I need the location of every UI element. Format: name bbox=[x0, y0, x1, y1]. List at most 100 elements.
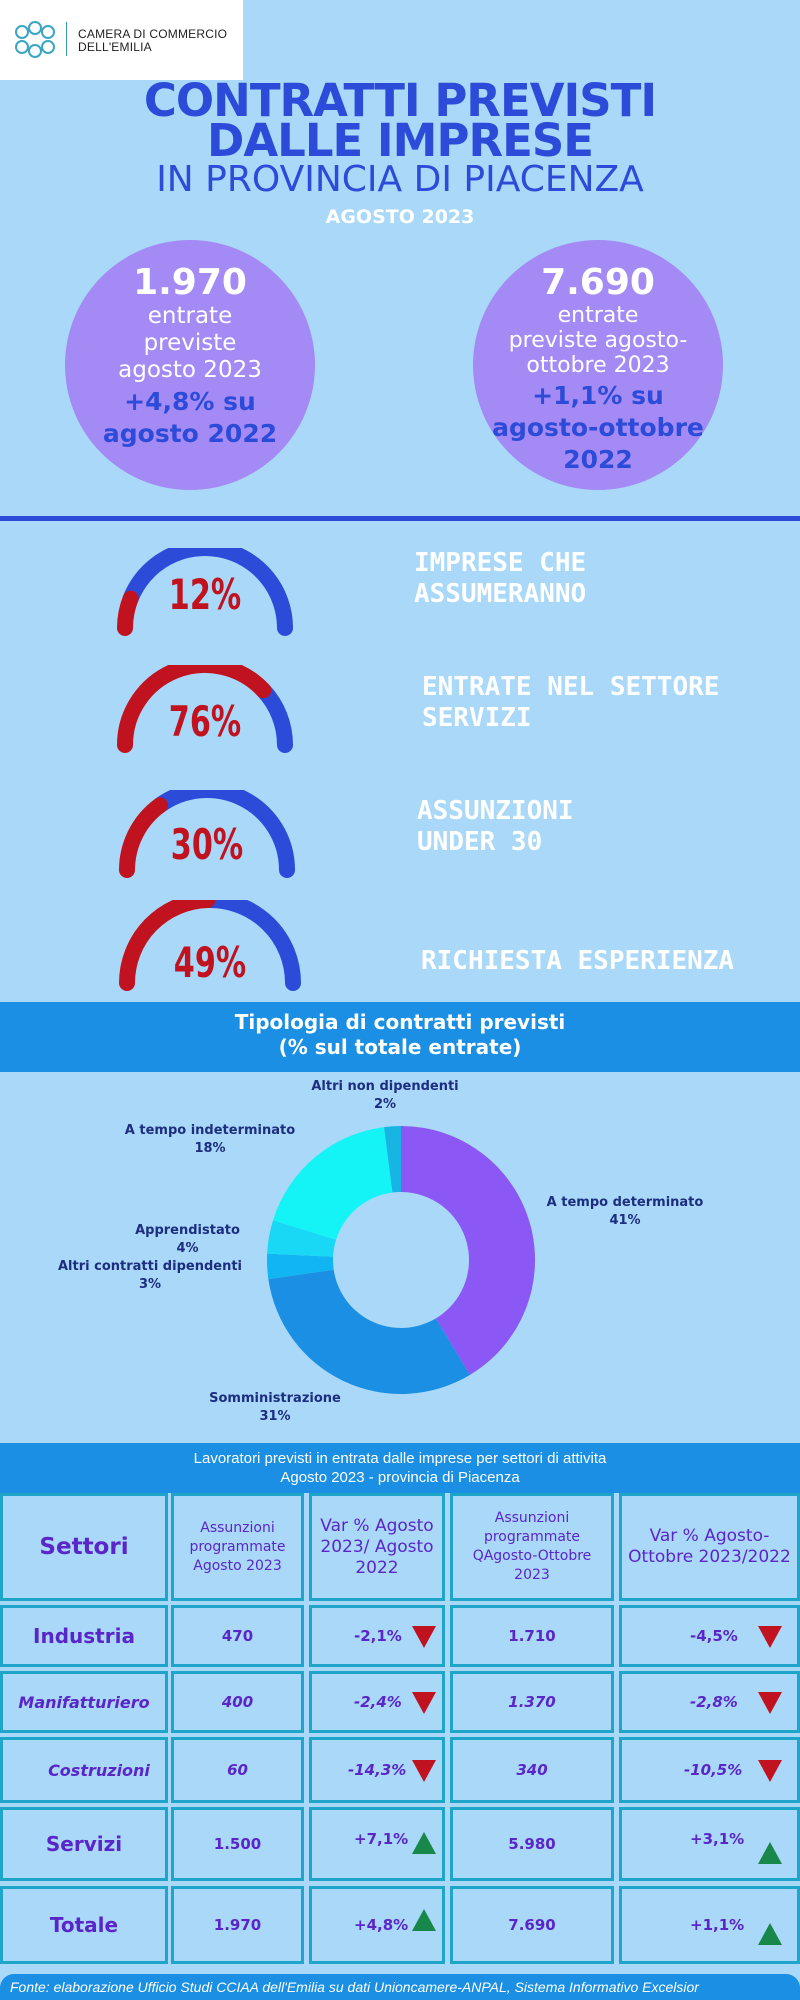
gauge-label-line: ENTRATE NEL SETTORE bbox=[422, 672, 720, 702]
slice-label: Apprendistato 4% bbox=[125, 1222, 250, 1258]
slice-label-value: 18% bbox=[194, 1141, 226, 1156]
arrow-down-icon bbox=[758, 1626, 782, 1648]
donut-slice bbox=[401, 1126, 535, 1375]
chamber-logo-icon bbox=[15, 21, 55, 58]
gauge-settore-servizi: 76% bbox=[115, 665, 295, 755]
logo-separator bbox=[66, 22, 67, 56]
arrow-down-icon bbox=[758, 1760, 782, 1782]
gauge-label: ENTRATE NEL SETTORE SERVIZI bbox=[422, 672, 719, 734]
donut-svg bbox=[267, 1126, 535, 1394]
donut-slice bbox=[273, 1127, 393, 1240]
slice-label: Altri contratti dipendenti 3% bbox=[55, 1258, 245, 1294]
contracts-title: Tipologia di contratti previsti bbox=[234, 1010, 566, 1034]
gauge-under-30: 30% bbox=[117, 790, 297, 880]
contracts-subtitle: (% sul totale entrate) bbox=[278, 1035, 522, 1059]
gauge-label: IMPRESE CHE ASSUMERANNO bbox=[414, 548, 586, 610]
gauge-label: ASSUNZIONI UNDER 30 bbox=[417, 796, 574, 858]
slice-label-name: A tempo indeterminato bbox=[124, 1123, 296, 1138]
var-value: -14,3% bbox=[348, 1761, 407, 1779]
table-cell: 1.370 bbox=[450, 1671, 614, 1733]
row-label: Totale bbox=[0, 1886, 168, 1964]
gauge-rest-arc bbox=[122, 548, 293, 636]
table-cell: 1.710 bbox=[450, 1605, 614, 1667]
var-value: +1,1% bbox=[690, 1916, 745, 1934]
header-cell: Var % Agosto-Ottobre 2023/2022 bbox=[619, 1493, 800, 1601]
gauge-label-line: IMPRESE CHE bbox=[414, 548, 587, 578]
row-label: Industria bbox=[0, 1605, 168, 1667]
arrow-down-icon bbox=[412, 1692, 436, 1714]
table-cell-var: +4,8% bbox=[309, 1886, 445, 1964]
circle-label: entrate bbox=[557, 303, 639, 328]
gauge-percent: 49% bbox=[173, 938, 247, 987]
table-cell: 1.500 bbox=[171, 1807, 304, 1881]
gauge-rest-arc bbox=[151, 790, 295, 878]
gauge-filled-arc bbox=[117, 590, 139, 636]
circle-label: previste agosto- bbox=[508, 328, 688, 353]
circle-entrate-agosto: 1.970 entrate previste agosto 2023 +4,8%… bbox=[65, 240, 315, 490]
main-title-line-1: CONTRATTI PREVISTI bbox=[143, 74, 657, 127]
row-label: Costruzioni bbox=[0, 1737, 168, 1803]
slice-label: A tempo determinato 41% bbox=[540, 1194, 710, 1230]
gauge-imprese-assumeranno: 12% bbox=[115, 548, 295, 638]
gauge-label: RICHIESTA ESPERIENZA bbox=[421, 946, 734, 977]
main-title-province: IN PROVINCIA DI PIACENZA bbox=[156, 159, 644, 200]
table-cell-var: -10,5% bbox=[619, 1737, 800, 1803]
var-value: -2,1% bbox=[354, 1627, 402, 1645]
circle-variation: +4,8% su bbox=[124, 387, 256, 416]
table-cell: 5.980 bbox=[450, 1807, 614, 1881]
header-cell: Assunzioni programmate QAgosto-Ottobre 2… bbox=[450, 1493, 614, 1601]
table-cell-var: -4,5% bbox=[619, 1605, 800, 1667]
section-divider bbox=[0, 516, 800, 521]
slice-label-name: Apprendistato bbox=[135, 1223, 240, 1238]
gauge-percent: 76% bbox=[168, 697, 242, 746]
arrow-up-icon bbox=[412, 1909, 436, 1931]
table-cell: 7.690 bbox=[450, 1886, 614, 1964]
logo-text: CAMERA DI COMMERCIO DELL'EMILIA bbox=[78, 28, 227, 54]
donut-slice bbox=[267, 1253, 334, 1280]
arrow-up-icon bbox=[758, 1923, 782, 1945]
donut-slice bbox=[268, 1269, 470, 1394]
slice-label-value: 41% bbox=[609, 1213, 641, 1228]
gauge-esperienza: 49% bbox=[117, 900, 303, 993]
slice-label: A tempo indeterminato 18% bbox=[120, 1122, 300, 1158]
slice-label-name: Somministrazione bbox=[209, 1391, 341, 1406]
table-title-line-1: Lavoratori previsti in entrata dalle imp… bbox=[193, 1450, 607, 1467]
slice-label-value: 3% bbox=[138, 1277, 162, 1292]
gauge-filled-arc bbox=[119, 797, 168, 878]
gauge-label-line: UNDER 30 bbox=[417, 827, 543, 857]
source-footer: Fonte: elaborazione Ufficio Studi CCIAA … bbox=[0, 1974, 800, 2000]
circle-value: 1.970 bbox=[133, 262, 247, 303]
table-cell: 340 bbox=[450, 1737, 614, 1803]
var-value: +7,1% bbox=[354, 1830, 409, 1848]
slice-label-value: 31% bbox=[259, 1409, 291, 1424]
table-cell-var: -14,3% bbox=[309, 1737, 445, 1803]
var-value: -2,4% bbox=[354, 1693, 402, 1711]
gauge-percent: 12% bbox=[168, 570, 242, 619]
table-cell: 470 bbox=[171, 1605, 304, 1667]
logo: CAMERA DI COMMERCIO DELL'EMILIA bbox=[0, 0, 243, 80]
header-cell: Assunzioni programmate Agosto 2023 bbox=[171, 1493, 304, 1601]
gauge-filled-arc bbox=[119, 900, 216, 991]
table-header: Lavoratori previsti in entrata dalle imp… bbox=[0, 1443, 800, 1493]
circle-variation: +1,1% su bbox=[532, 381, 664, 410]
circle-label: ottobre 2023 bbox=[526, 353, 670, 378]
header-cell: Var % Agosto 2023/ Agosto 2022 bbox=[309, 1493, 445, 1601]
gauge-label-line: ASSUMERANNO bbox=[414, 579, 587, 609]
period-label: AGOSTO 2023 bbox=[325, 206, 475, 228]
arrow-up-icon bbox=[758, 1842, 782, 1864]
var-value: +3,1% bbox=[690, 1830, 745, 1848]
arrow-down-icon bbox=[412, 1626, 436, 1648]
main-title-line-2: DALLE IMPRESE bbox=[207, 114, 594, 167]
gauge-filled-arc bbox=[117, 665, 272, 753]
gauge-arc bbox=[119, 900, 301, 991]
contracts-donut-chart: Altri non dipendenti 2% A tempo indeterm… bbox=[0, 1072, 800, 1442]
table-cell-var: -2,8% bbox=[619, 1671, 800, 1733]
circle-variation: agosto 2022 bbox=[102, 419, 278, 448]
donut-slice bbox=[267, 1220, 337, 1257]
table-cell-var: -2,1% bbox=[309, 1605, 445, 1667]
table-cell-var: +1,1% bbox=[619, 1886, 800, 1964]
row-label: Manifatturiero bbox=[0, 1671, 168, 1733]
arrow-down-icon bbox=[412, 1760, 436, 1782]
slice-label-value: 2% bbox=[373, 1097, 397, 1112]
var-value: -4,5% bbox=[690, 1627, 738, 1645]
